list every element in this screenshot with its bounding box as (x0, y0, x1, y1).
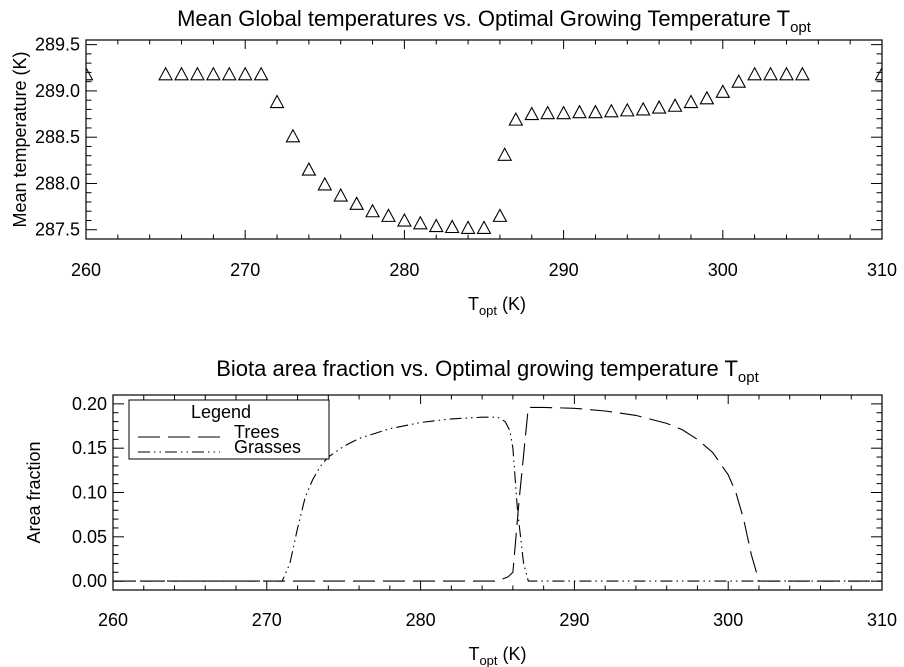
plot-frame (85, 39, 883, 240)
data-point-triangle (86, 66, 94, 81)
data-point-triangle (444, 219, 460, 234)
y-tick-label: 0.15 (72, 438, 107, 458)
y-axis-label: Area fraction (24, 441, 44, 543)
x-tick-label: 280 (406, 610, 436, 630)
series-line-trees (113, 406, 882, 582)
data-point-triangle (794, 66, 810, 81)
x-tick-label: 270 (230, 260, 260, 280)
data-point-triangle (221, 66, 237, 81)
x-tick-label: 300 (713, 610, 743, 630)
data-point-triangle (667, 98, 683, 112)
y-tick-label: 288.5 (35, 127, 80, 147)
x-axis-label-symbol: T (468, 294, 479, 314)
data-point-triangle (699, 90, 715, 105)
x-tick-label: 290 (559, 610, 589, 630)
data-point-triangle (747, 66, 763, 81)
data-point-triangle (635, 101, 651, 116)
x-axis-label: Topt (K) (468, 644, 526, 667)
data-point-triangle (412, 215, 428, 230)
x-axis-label: Topt (K) (468, 294, 526, 318)
data-point-triangle (396, 212, 412, 227)
x-axis-label-subscript: opt (479, 653, 497, 667)
data-point-triangle (349, 196, 365, 210)
data-point-triangle (497, 147, 513, 161)
data-point-triangle (508, 111, 524, 126)
x-tick-label: 310 (867, 260, 897, 280)
data-point-triangle (301, 161, 317, 176)
x-tick-label: 270 (252, 610, 282, 630)
x-tick-label: 260 (98, 610, 128, 630)
legend-label-grasses: Grasses (234, 437, 301, 457)
chart-panel-2: Biota area fraction vs. Optimal growing … (24, 356, 897, 667)
y-tick-label: 289.5 (35, 35, 80, 55)
x-tick-label: 300 (708, 260, 738, 280)
line-series-group (113, 406, 882, 582)
y-tick-label: 289.0 (35, 81, 80, 101)
x-tick-label: 280 (389, 260, 419, 280)
series-line-grasses (113, 416, 882, 582)
data-point-triangle (683, 94, 699, 109)
y-tick-label: 287.5 (35, 220, 80, 240)
data-point-triangle (333, 187, 349, 202)
data-point-triangle (365, 203, 380, 218)
data-point-triangle (476, 220, 492, 234)
y-tick-label: 0.00 (72, 571, 107, 591)
data-point-triangle (428, 218, 444, 233)
data-point-triangle (237, 66, 253, 81)
data-point-triangle (460, 220, 476, 234)
chart-panel-1: Mean Global temperatures vs. Optimal Gro… (10, 6, 897, 318)
chart-title: Biota area fraction vs. Optimal growing … (216, 356, 759, 386)
x-tick-label: 290 (549, 260, 579, 280)
chart-title-subscript: opt (738, 369, 760, 386)
x-tick-label: 310 (867, 610, 897, 630)
data-point-triangle (492, 208, 508, 222)
y-axis-label: Mean temperature (K) (10, 51, 30, 227)
data-point-triangle (763, 66, 778, 81)
x-axis-label-subscript: opt (479, 303, 497, 318)
data-point-triangle (381, 208, 396, 222)
y-tick-label: 0.20 (72, 394, 107, 414)
data-point-triangle (317, 176, 333, 191)
y-tick-label: 288.0 (35, 173, 80, 193)
chart-title-text: Mean Global temperatures vs. Optimal Gro… (177, 6, 790, 31)
data-point-triangle (253, 66, 269, 81)
scatter-series (86, 66, 882, 234)
data-point-triangle (619, 102, 635, 117)
x-axis-label-units: (K) (498, 644, 527, 664)
legend-frame (128, 399, 330, 460)
data-point-triangle (651, 99, 667, 114)
data-point-triangle (715, 84, 731, 98)
y-tick-label: 0.10 (72, 483, 107, 503)
data-point-triangle (285, 128, 301, 143)
data-point-triangle (269, 94, 285, 109)
chart-title-subscript: opt (790, 19, 812, 36)
data-point-triangle (174, 66, 189, 81)
chart-title-text: Biota area fraction vs. Optimal growing … (216, 356, 738, 381)
y-tick-label: 0.05 (72, 527, 107, 547)
x-axis-label-units: (K) (497, 294, 526, 314)
x-axis-label-symbol: T (468, 644, 479, 664)
data-point-triangle (731, 73, 747, 88)
legend-label-trees: Trees (234, 422, 279, 442)
data-point-triangle (779, 66, 794, 81)
data-point-triangle (190, 66, 205, 81)
data-point-triangle (540, 105, 556, 120)
x-tick-label: 260 (71, 260, 101, 280)
data-point-triangle (524, 106, 540, 121)
data-point-triangle (556, 105, 572, 120)
data-point-triangle (158, 66, 174, 81)
legend-title: Legend (191, 402, 251, 422)
data-point-triangle (205, 66, 221, 81)
data-point-triangle (572, 104, 587, 119)
data-point-triangle (874, 66, 882, 81)
data-point-triangle (588, 104, 603, 119)
chart-title: Mean Global temperatures vs. Optimal Gro… (177, 6, 812, 36)
data-point-triangle (603, 103, 619, 118)
